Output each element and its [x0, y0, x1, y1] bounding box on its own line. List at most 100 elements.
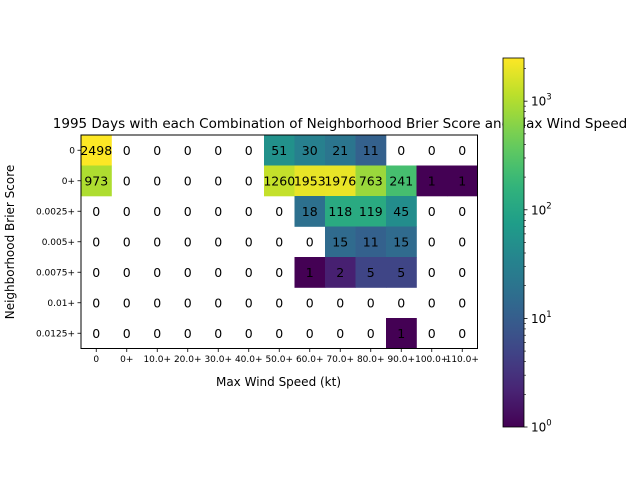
colorbar-tick-label: 103: [531, 93, 552, 109]
cell-value-label: 0: [306, 234, 314, 249]
cell-value-label: 45: [393, 204, 409, 219]
x-tick-label: 70.0+: [326, 355, 354, 365]
x-tick-label: 10.0+: [143, 355, 171, 365]
cell-value-label: 0: [428, 143, 436, 158]
cell-value-label: 0: [153, 143, 161, 158]
cell-value-label: 0: [367, 295, 375, 310]
cell-value-label: 0: [123, 326, 131, 341]
colorbar-tick-label: 100: [531, 419, 552, 435]
cell-value-label: 0: [123, 173, 131, 188]
cell-value-label: 30: [302, 143, 318, 158]
cell-value-label: 0: [153, 204, 161, 219]
cell-value-label: 0: [184, 326, 192, 341]
cell-value-label: 1: [428, 173, 436, 188]
cell-value-label: 0: [92, 295, 100, 310]
y-tick-label: 0.005+: [42, 238, 75, 248]
cell-value-label: 15: [393, 234, 409, 249]
cell-value-label: 0: [336, 295, 344, 310]
cell-value-label: 0: [214, 173, 222, 188]
cell-value-label: 0: [92, 234, 100, 249]
cell-value-label: 0: [184, 265, 192, 280]
heatmap-cell: [386, 226, 417, 258]
heatmap-cell: [386, 257, 417, 288]
cell-value-label: 0: [397, 295, 405, 310]
cell-value-label: 118: [328, 204, 352, 219]
cell-value-label: 0: [245, 326, 253, 341]
x-tick-label: 40.0+: [235, 355, 263, 365]
colorbar-gradient: [502, 57, 525, 428]
cell-value-label: 1976: [324, 173, 356, 188]
cell-value-label: 0: [245, 265, 253, 280]
heatmap-cell: [294, 196, 326, 227]
heatmap-cell: [355, 165, 387, 197]
cell-value-label: 0: [275, 204, 283, 219]
x-tick-label: 100.0+: [415, 355, 448, 365]
cell-value-label: 0: [428, 204, 436, 219]
x-tick-label: 0: [93, 355, 99, 365]
heatmap-cell: [264, 165, 295, 197]
cell-value-label: 11: [363, 143, 379, 158]
cell-value-label: 0: [306, 326, 314, 341]
x-tick-label: 110.0+: [446, 355, 479, 365]
cell-value-label: 0: [367, 326, 375, 341]
y-tick-label: 0.0025+: [36, 207, 75, 217]
x-axis-label: Max Wind Speed (kt): [216, 375, 341, 389]
cell-value-label: 0: [458, 143, 466, 158]
cell-value-label: 0: [306, 295, 314, 310]
heatmap-cell: [264, 135, 295, 166]
heatmap-cell: [386, 165, 417, 197]
cell-value-label: 0: [214, 326, 222, 341]
cell-value-label: 0: [123, 234, 131, 249]
y-tick-label: 0.0125+: [36, 329, 75, 339]
cell-value-label: 0: [428, 326, 436, 341]
cell-value-label: 0: [428, 234, 436, 249]
cell-value-label: 5: [397, 265, 405, 280]
heatmap-cell: [81, 165, 112, 197]
cell-value-label: 0: [153, 295, 161, 310]
cell-value-label: 0: [214, 295, 222, 310]
cell-value-label: 0: [245, 204, 253, 219]
cell-value-label: 2: [336, 265, 344, 280]
heatmap-cell: [294, 135, 326, 166]
heatmap-cell: [386, 318, 417, 349]
cell-value-label: 0: [458, 326, 466, 341]
cell-value-label: 0: [123, 265, 131, 280]
cell-value-label: 0: [153, 326, 161, 341]
chart-title: 1995 Days with each Combination of Neigh…: [53, 116, 627, 132]
cell-value-label: 1260: [263, 173, 295, 188]
x-tick-label: 90.0+: [387, 355, 415, 365]
cell-value-label: 0: [245, 143, 253, 158]
cell-value-label: 0: [336, 326, 344, 341]
heatmap-cell: [386, 196, 417, 227]
cell-value-label: 241: [389, 173, 413, 188]
cell-value-label: 0: [245, 173, 253, 188]
y-axis-label: Neighborhood Brier Score: [3, 165, 17, 320]
heatmap-cell: [355, 135, 387, 166]
heatmap-cell: [325, 165, 356, 197]
heatmap-cells: [81, 135, 478, 349]
cell-value-label: 11: [363, 234, 379, 249]
x-tick-label: 50.0+: [265, 355, 293, 365]
y-tick-label: 0: [69, 146, 75, 156]
x-axis-ticks: 0 0+ 10.0+ 20.0+ 30.0+ 40.0+ 50.0+ 60.0+ 70.0+ 80…: [93, 348, 479, 365]
colorbar-tick-label: 101: [531, 310, 552, 326]
colorbar-tick-label: 102: [531, 201, 552, 217]
cell-value-label: 18: [302, 204, 318, 219]
cell-value-label: 0: [184, 234, 192, 249]
colorbar: 100 101 102 103: [502, 57, 552, 435]
x-tick-label: 0+: [120, 355, 133, 365]
y-tick-label: 0.0075+: [36, 268, 75, 278]
cell-value-label: 0: [184, 173, 192, 188]
heatmap-cell: [355, 226, 387, 258]
cell-value-label: 0: [92, 204, 100, 219]
cell-value-label: 2498: [80, 143, 112, 158]
cell-value-label: 763: [359, 173, 383, 188]
heatmap-cell: [325, 226, 356, 258]
cell-value-label: 0: [123, 295, 131, 310]
cell-value-label: 0: [153, 234, 161, 249]
cell-value-label: 0: [184, 204, 192, 219]
cell-value-label: 0: [428, 265, 436, 280]
cell-value-label: 0: [245, 234, 253, 249]
